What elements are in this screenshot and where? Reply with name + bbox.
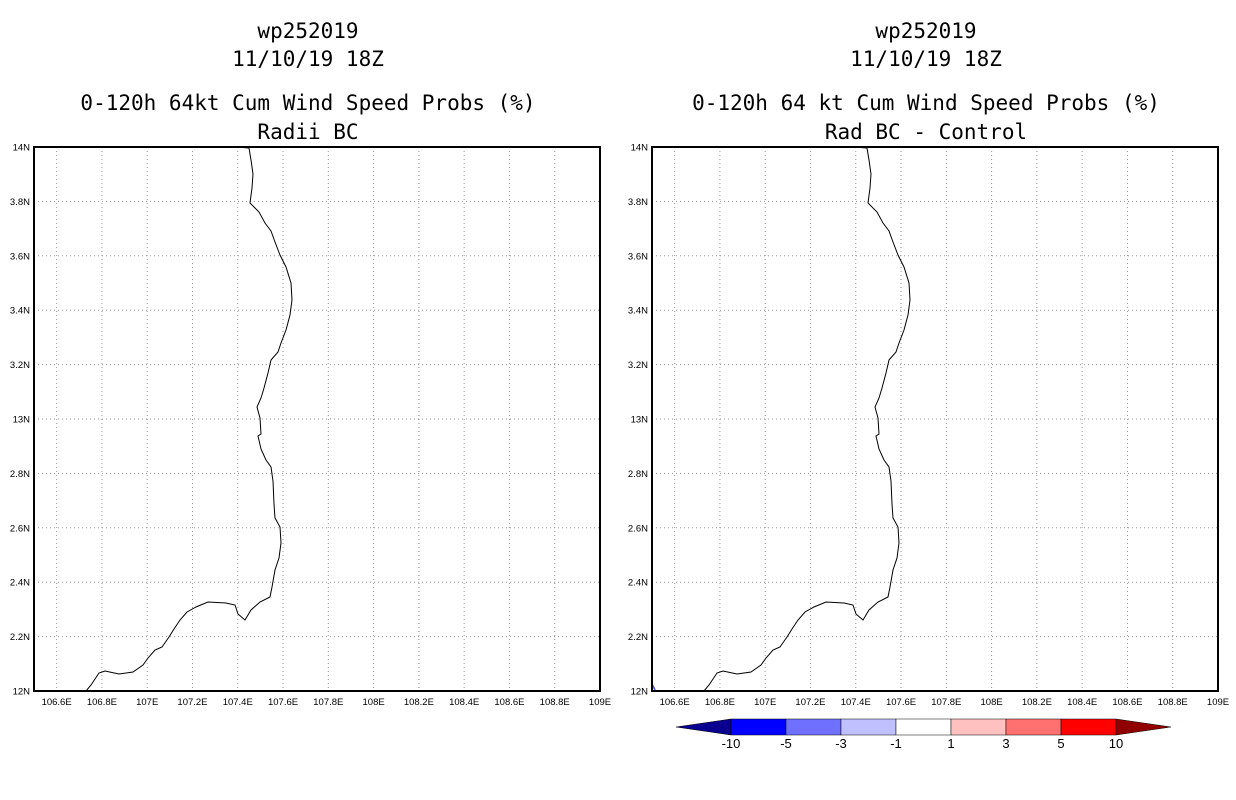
right-map-frame [651,146,1219,692]
colorbar-label: 10 [1109,736,1123,751]
colorbar-label: -5 [780,736,792,751]
right-y-tick-label: 2.2N [628,632,648,643]
right-x-tick-label: 107E [754,697,776,708]
left-coastline [85,146,293,692]
colorbar-left-arrow [675,718,732,736]
left-x-tick-label: 109E [589,697,611,708]
right-gridlines [652,147,1218,691]
right-title-line-1: wp252019 [875,19,976,43]
colorbar-segment [785,718,842,736]
right-x-tick-label: 108E [981,697,1003,708]
left-title-line-1: wp252019 [257,19,358,43]
left-y-tick-label: 3.8N [10,197,30,208]
left-subtitle-line-2: Radii BC [257,120,358,144]
right-y-tick-label: 2.6N [628,523,648,534]
left-map-panel: wp252019 11/10/19 18Z 0-120h 64kt Cum Wi… [10,19,611,708]
left-x-tick-label: 107.8E [313,697,343,708]
colorbar-segment [950,718,1007,736]
right-x-tick-label: 106.8E [705,697,735,708]
right-x-tick-label: 108.6E [1112,697,1142,708]
right-subtitle-line-1: 0-120h 64 kt Cum Wind Speed Probs (%) [692,91,1160,115]
right-y-tick-label: 3.2N [628,360,648,371]
left-x-tick-label: 108.8E [540,697,570,708]
right-y-tick-label: 2.4N [628,578,648,589]
left-x-tick-label: 107.2E [177,697,207,708]
right-x-tick-label: 106.6E [660,697,690,708]
right-y-tick-label: 13N [631,415,649,426]
right-x-tick-label: 107.4E [841,697,871,708]
left-x-tick-label: 108.4E [449,697,479,708]
left-title-line-2: 11/10/19 18Z [232,47,384,71]
left-y-tick-label: 3.4N [10,306,30,317]
left-y-tick-label: 12N [13,687,31,698]
right-x-tick-label: 109E [1207,697,1229,708]
colorbar-right-arrow [1115,718,1172,736]
left-y-tick-label: 3.6N [10,251,30,262]
right-x-tick-label: 107.2E [795,697,825,708]
left-subtitle-line-1: 0-120h 64kt Cum Wind Speed Probs (%) [80,91,535,115]
right-subtitle-line-2: Rad BC - Control [825,120,1027,144]
right-y-tick-label: 12N [631,687,649,698]
colorbar-segment [895,718,952,736]
right-x-tick-label: 107.6E [886,697,916,708]
right-y-tick-label: 3.4N [628,306,648,317]
right-map-panel: wp252019 11/10/19 18Z 0-120h 64 kt Cum W… [628,19,1229,708]
difference-colorbar: -10 -5 -3 -1 1 3 5 10 [675,718,1172,751]
left-x-tick-label: 107.4E [223,697,253,708]
left-gridlines [34,147,600,691]
left-x-tick-label: 108E [363,697,385,708]
left-y-tick-label: 2.2N [10,632,30,643]
left-x-tick-label: 107E [136,697,158,708]
right-y-tick-label: 3.6N [628,251,648,262]
left-x-tick-label: 108.2E [404,697,434,708]
left-y-tick-label: 14N [13,143,31,154]
right-coastline [703,146,911,692]
right-x-tick-label: 108.2E [1022,697,1052,708]
colorbar-segment [1005,718,1062,736]
right-title-line-2: 11/10/19 18Z [850,47,1002,71]
left-map-frame [33,146,601,692]
right-x-tick-label: 107.8E [931,697,961,708]
left-x-tick-label: 106.8E [87,697,117,708]
colorbar-label: -3 [835,736,847,751]
right-x-tick-label: 108.4E [1067,697,1097,708]
left-x-tick-label: 108.6E [494,697,524,708]
left-x-tick-label: 107.6E [268,697,298,708]
colorbar-label: 1 [947,736,954,751]
left-x-tick-label: 106.6E [42,697,72,708]
right-x-tick-label: 108.8E [1158,697,1188,708]
left-y-tick-label: 2.8N [10,469,30,480]
colorbar-segment [1060,718,1117,736]
colorbar-label: 3 [1002,736,1009,751]
right-y-tick-label: 14N [631,143,649,154]
colorbar-label: -10 [722,736,741,751]
colorbar-label: -1 [890,736,902,751]
right-y-tick-label: 3.8N [628,197,648,208]
colorbar-label: 5 [1057,736,1064,751]
left-y-tick-label: 13N [13,415,31,426]
colorbar-segment [730,718,787,736]
left-y-tick-label: 3.2N [10,360,30,371]
left-y-tick-label: 2.6N [10,523,30,534]
colorbar-segment [840,718,897,736]
right-y-tick-label: 2.8N [628,469,648,480]
left-y-tick-label: 2.4N [10,578,30,589]
